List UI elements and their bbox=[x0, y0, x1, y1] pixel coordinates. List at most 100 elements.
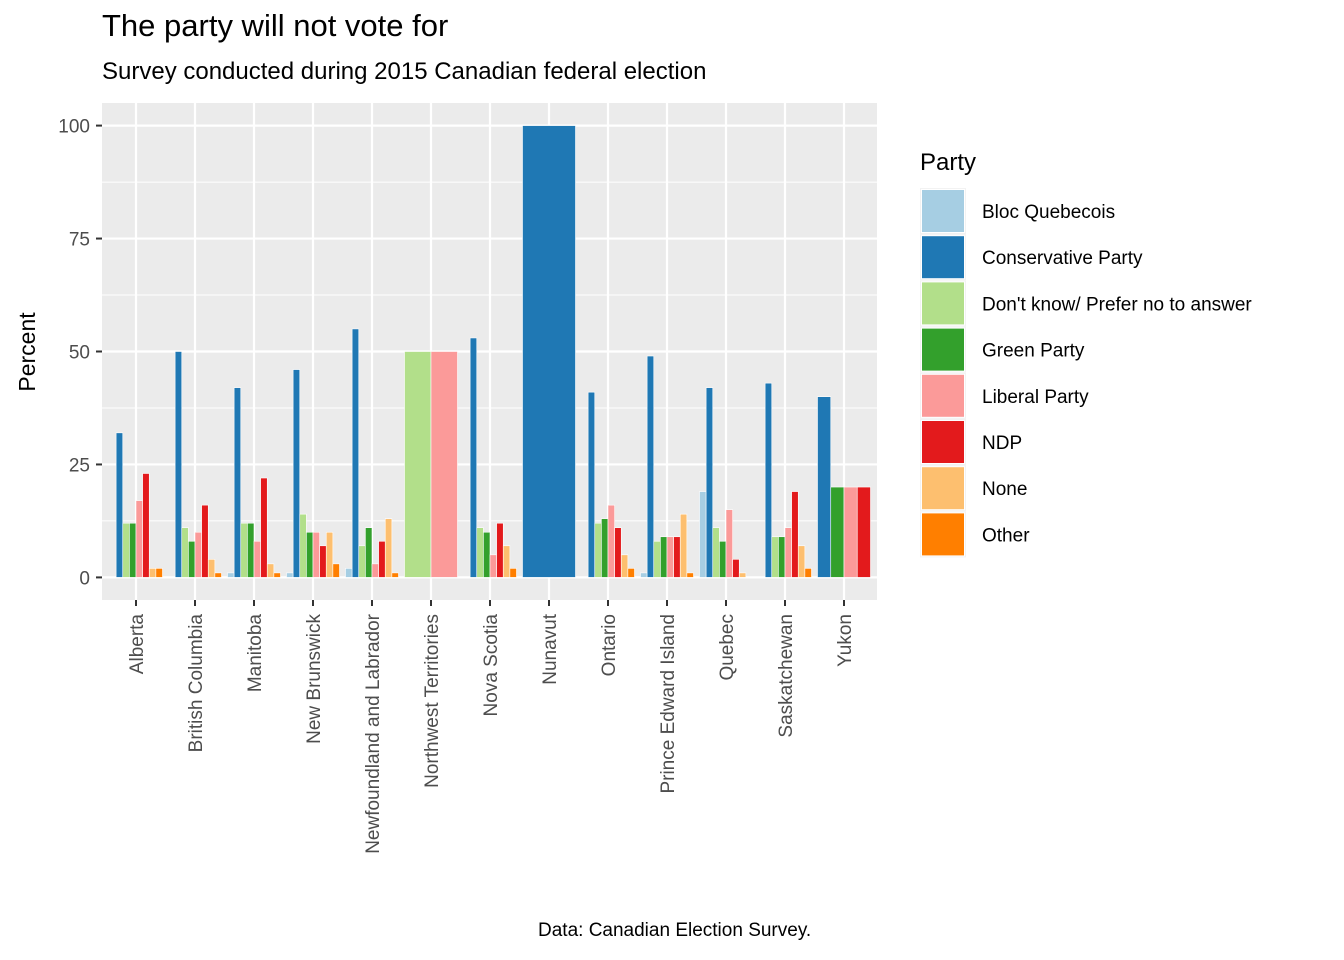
legend-label: Green Party bbox=[982, 341, 1085, 362]
legend-swatch bbox=[921, 189, 965, 233]
x-tick-label: New Brunswick bbox=[304, 614, 325, 744]
bar bbox=[496, 522, 504, 578]
bar bbox=[725, 509, 733, 578]
bar bbox=[319, 545, 327, 578]
y-axis: 0 25 50 75 100 bbox=[58, 117, 102, 589]
bar bbox=[371, 563, 379, 578]
bar bbox=[797, 545, 806, 578]
y-tick-label: 50 bbox=[69, 343, 90, 364]
bar bbox=[640, 572, 648, 578]
legend-swatch bbox=[921, 281, 965, 326]
legend-swatch bbox=[921, 512, 965, 557]
bar bbox=[712, 527, 720, 578]
bar bbox=[325, 531, 334, 578]
bar bbox=[856, 486, 871, 578]
bar bbox=[679, 513, 688, 578]
bar bbox=[614, 527, 622, 578]
bar bbox=[332, 563, 340, 578]
bar bbox=[247, 522, 255, 578]
bar bbox=[509, 568, 517, 578]
x-tick-label: Ontario bbox=[599, 614, 620, 676]
bar bbox=[830, 486, 845, 578]
bar bbox=[188, 540, 196, 578]
bar bbox=[201, 504, 209, 578]
legend-swatch bbox=[921, 420, 965, 464]
bar bbox=[404, 351, 432, 578]
bar bbox=[594, 522, 602, 578]
legend-label: Conservative Party bbox=[982, 248, 1143, 269]
x-tick-label: Nova Scotia bbox=[481, 614, 502, 717]
bar bbox=[784, 527, 792, 578]
bar bbox=[299, 513, 307, 578]
bar bbox=[738, 572, 747, 578]
bar bbox=[476, 527, 484, 578]
bar bbox=[384, 518, 393, 578]
x-tick-label: Prince Edward Island bbox=[658, 614, 679, 794]
legend-label: Liberal Party bbox=[982, 387, 1089, 408]
chart-title: The party will not vote for bbox=[102, 8, 449, 43]
bar bbox=[292, 369, 301, 578]
bar bbox=[489, 554, 497, 578]
x-tick-label: Newfoundland and Labrador bbox=[363, 613, 384, 853]
bar bbox=[207, 559, 216, 578]
x-tick-label: Manitoba bbox=[245, 614, 266, 693]
legend-swatch bbox=[921, 466, 965, 511]
bar bbox=[660, 536, 668, 578]
x-tick-label: Saskatchewan bbox=[776, 614, 797, 738]
chart-caption: Data: Canadian Election Survey. bbox=[538, 920, 812, 941]
legend-swatch bbox=[921, 327, 965, 372]
x-tick-label: British Columbia bbox=[186, 614, 207, 753]
bar bbox=[791, 491, 799, 578]
bar bbox=[522, 125, 576, 578]
bar bbox=[391, 572, 399, 578]
x-tick-label: Alberta bbox=[127, 614, 148, 675]
bar bbox=[653, 540, 661, 578]
bar bbox=[351, 328, 360, 578]
bar bbox=[673, 536, 681, 578]
bar bbox=[194, 531, 202, 578]
bar bbox=[778, 536, 786, 578]
y-tick-label: 75 bbox=[69, 230, 90, 251]
bar bbox=[155, 568, 163, 578]
legend-swatch bbox=[921, 373, 965, 418]
bar bbox=[365, 527, 373, 578]
y-axis-label: Percent bbox=[14, 312, 40, 392]
bar bbox=[804, 568, 812, 578]
bar bbox=[345, 568, 353, 578]
bar bbox=[686, 572, 694, 578]
bar bbox=[240, 522, 248, 578]
bar bbox=[764, 382, 773, 578]
bar bbox=[260, 477, 268, 578]
bar bbox=[227, 572, 235, 578]
legend: Party Bloc Quebecois Conservative Party Do… bbox=[920, 149, 1252, 558]
x-tick-label: Yukon bbox=[835, 614, 856, 667]
x-tick-label: Quebec bbox=[717, 614, 738, 681]
bar bbox=[771, 536, 779, 578]
legend-label: Don't know/ Prefer no to answer bbox=[982, 294, 1252, 315]
bar bbox=[601, 518, 609, 578]
bar bbox=[142, 473, 150, 578]
legend-swatch bbox=[921, 235, 965, 280]
x-tick-label: Northwest Territories bbox=[422, 614, 443, 788]
bar bbox=[214, 572, 222, 578]
x-tick-label: Nunavut bbox=[540, 613, 561, 684]
y-tick-label: 25 bbox=[69, 455, 90, 476]
y-tick-label: 0 bbox=[79, 568, 90, 589]
bar bbox=[378, 540, 386, 578]
bar bbox=[587, 391, 596, 578]
bar bbox=[148, 568, 157, 578]
bar bbox=[233, 387, 242, 578]
bar bbox=[312, 531, 320, 578]
legend-title: Party bbox=[920, 149, 976, 176]
bar bbox=[273, 572, 281, 578]
bar bbox=[115, 432, 124, 578]
bar bbox=[666, 536, 674, 578]
bar bbox=[719, 540, 727, 578]
bar bbox=[266, 563, 275, 578]
bar bbox=[843, 486, 858, 578]
bar bbox=[286, 572, 294, 578]
bar bbox=[129, 522, 137, 578]
bar bbox=[620, 554, 629, 578]
bar bbox=[502, 545, 511, 578]
